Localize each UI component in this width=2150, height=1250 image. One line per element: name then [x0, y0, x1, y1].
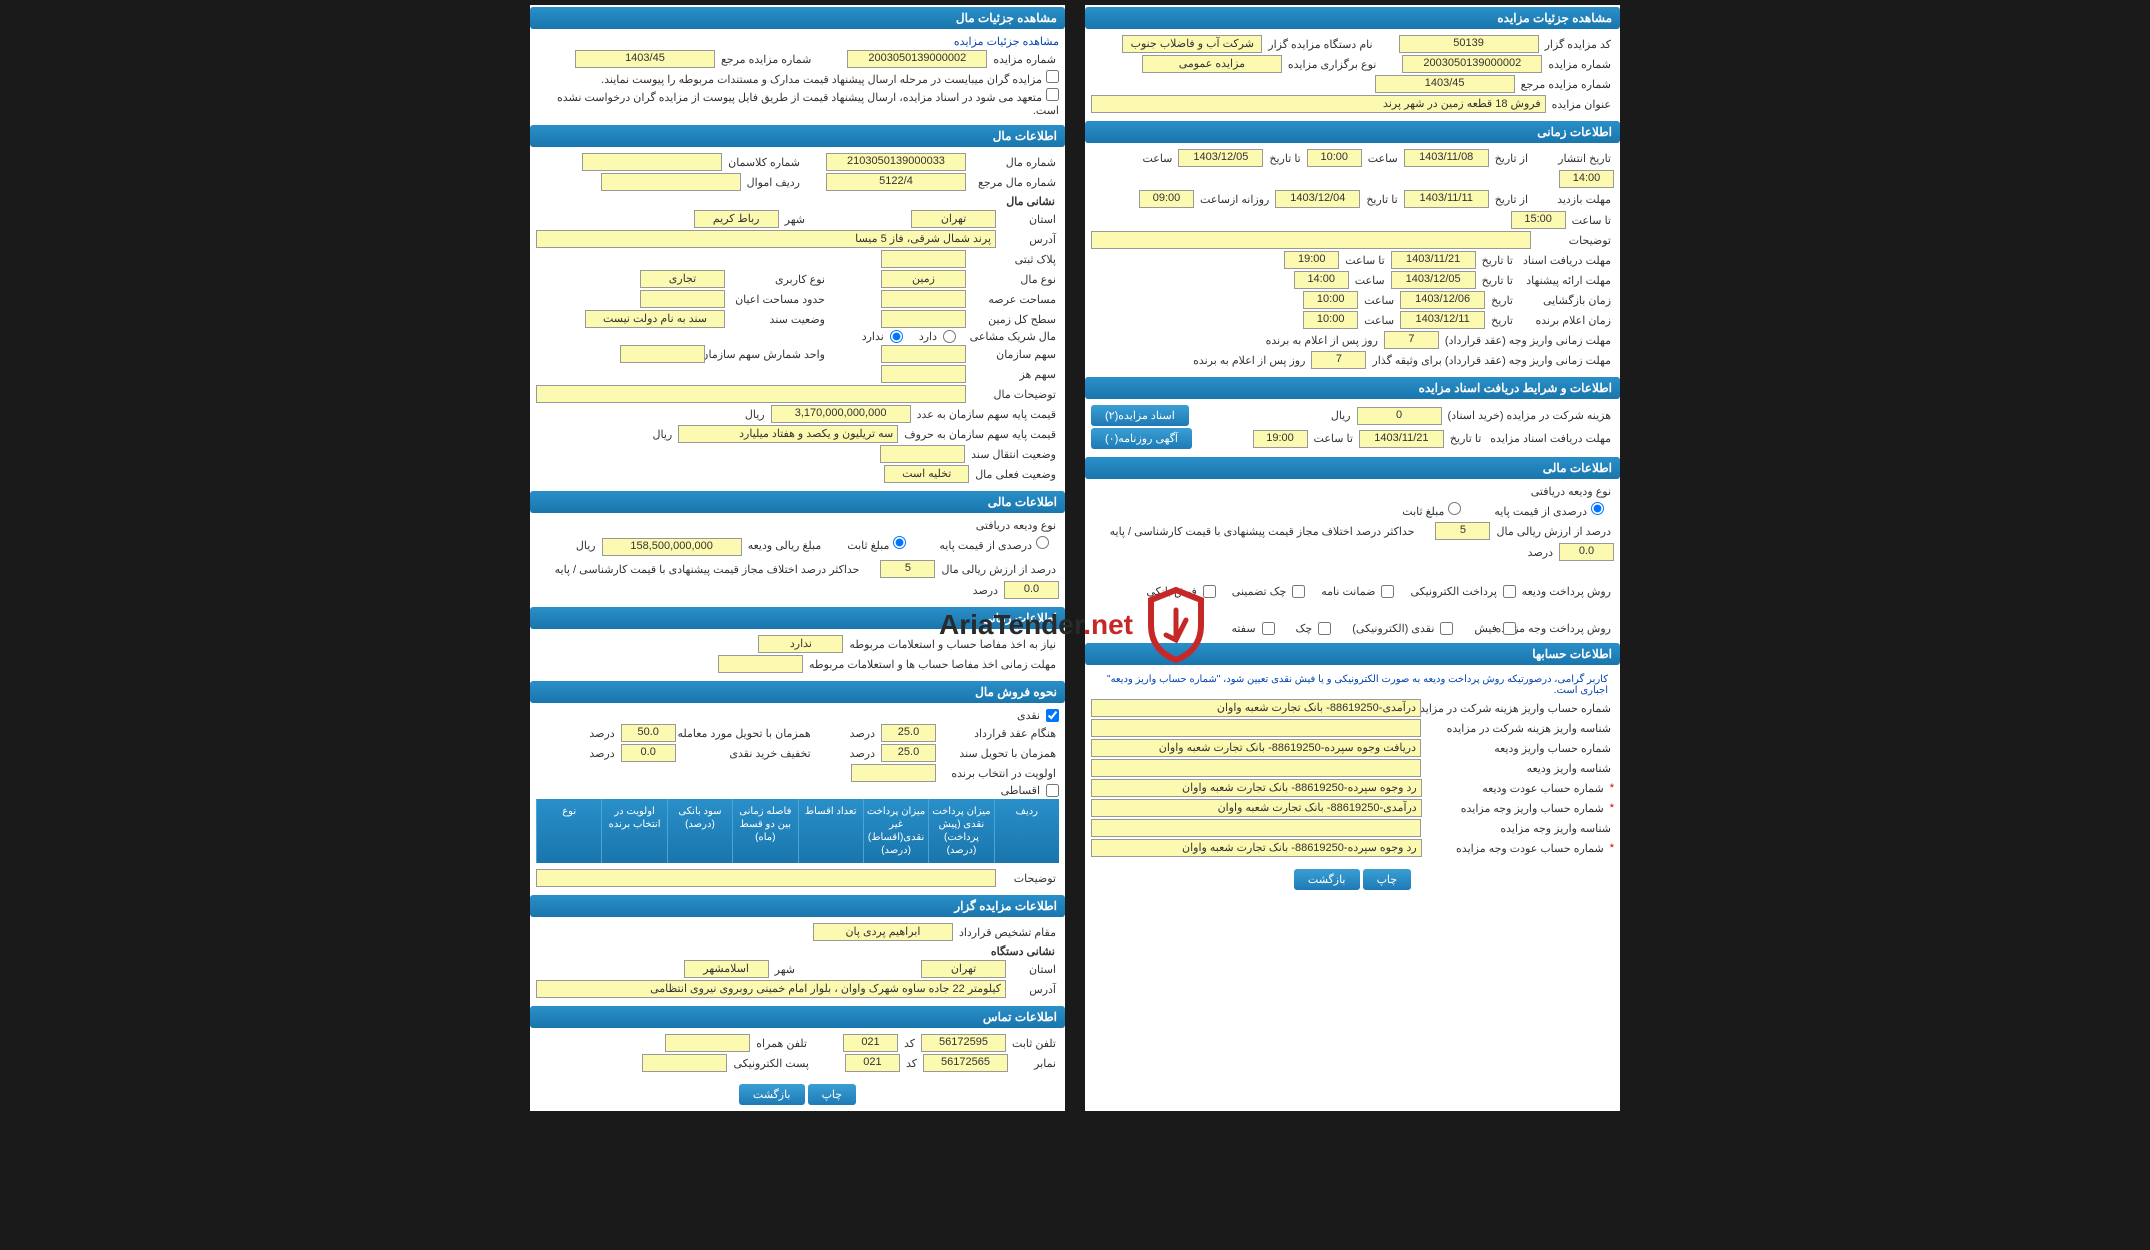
chk-bankcheck[interactable] — [1292, 585, 1305, 598]
field-auction-num: 2003050139000002 — [1402, 55, 1542, 73]
chk-cheque[interactable] — [1318, 622, 1331, 635]
field-org-name: شرکت آب و فاضلاب جنوب — [1122, 35, 1262, 53]
lbl-org-name: نام دستگاه مزایده گزار — [1265, 38, 1375, 51]
link-auction-details[interactable]: مشاهده جزئیات مزایده — [954, 35, 1059, 48]
lbl-auction-code: کد مزایده گزار — [1542, 38, 1614, 51]
radio-pct-base-r[interactable] — [1591, 502, 1604, 515]
header-time: اطلاعات زمانی — [1085, 121, 1620, 143]
right-pane: مشاهده جزئیات مزایده کد مزایده گزار 5013… — [1085, 5, 1620, 1111]
lbl-auction-num: شماره مزایده — [1545, 58, 1614, 71]
radio-fixed-r[interactable] — [1448, 502, 1461, 515]
lbl-ref-num: شماره مزایده مرجع — [1518, 78, 1614, 91]
header-financial-l: اطلاعات مالی — [530, 491, 1065, 513]
field-publish-t1: 10:00 — [1307, 149, 1362, 167]
chk-safteh[interactable] — [1262, 622, 1275, 635]
lbl-title: عنوان مزایده — [1549, 98, 1614, 111]
header-sale: نحوه فروش مال — [530, 681, 1065, 703]
field-publish-t2: 14:00 — [1559, 170, 1614, 188]
lbl-time-desc: توضیحات — [1534, 234, 1614, 247]
field-publish-d1: 1403/11/08 — [1404, 149, 1489, 167]
field-publish-d2: 1403/12/05 — [1178, 149, 1263, 167]
lbl-publish: تاریخ انتشار — [1534, 152, 1614, 165]
field-auction-type: مزایده عمومی — [1142, 55, 1282, 73]
radio-hasnot[interactable] — [890, 330, 903, 343]
field-auction-code: 50139 — [1399, 35, 1539, 53]
btn-print-l[interactable]: چاپ — [808, 1084, 857, 1105]
header-auction-details: مشاهده جزئیات مزایده — [1085, 7, 1620, 29]
lbl-visit: مهلت بازدید — [1534, 193, 1614, 206]
btn-print-r[interactable]: چاپ — [1363, 869, 1412, 890]
watermark-logo: AriaTender.net — [939, 585, 1211, 665]
radio-has[interactable] — [943, 330, 956, 343]
chk-elec[interactable] — [1503, 585, 1516, 598]
radio-pct-base-l[interactable] — [1036, 536, 1049, 549]
chk-cash-elec[interactable] — [1440, 622, 1453, 635]
header-financial-r: اطلاعات مالی — [1085, 457, 1620, 479]
field-title: فروش 18 قطعه زمین در شهر پرند — [1091, 95, 1546, 113]
chk-cash[interactable] — [1046, 709, 1059, 722]
chk-guarantee[interactable] — [1381, 585, 1394, 598]
accounts-note: کاربر گرامی، درصورتیکه روش پرداخت ودیعه … — [1091, 671, 1614, 699]
btn-back-r[interactable]: بازگشت — [1294, 869, 1360, 890]
logo-text: AriaTender.net — [939, 609, 1133, 641]
btn-back-l[interactable]: بازگشت — [739, 1084, 805, 1105]
left-pane: مشاهده جزئیات مال مشاهده جزئیات مزایده ش… — [530, 5, 1065, 1111]
header-org: اطلاعات مزایده گزار — [530, 895, 1065, 917]
field-ref-num: 1403/45 — [1375, 75, 1515, 93]
btn-auction-docs[interactable]: اسناد مزایده(۲) — [1091, 405, 1189, 426]
header-property: مشاهده جزئیات مال — [530, 7, 1065, 29]
installment-table-header: ردیف میزان پرداخت نقدی (پیش پرداخت) (درص… — [536, 799, 1059, 863]
btn-newspaper[interactable]: آگهی روزنامه(۰) — [1091, 428, 1192, 449]
chk-note2[interactable] — [1046, 88, 1059, 101]
chk-installment[interactable] — [1046, 784, 1059, 797]
shield-icon — [1141, 585, 1211, 665]
header-property-info: اطلاعات مال — [530, 125, 1065, 147]
chk-note1[interactable] — [1046, 70, 1059, 83]
lbl-auction-type: نوع برگزاری مزایده — [1285, 58, 1379, 71]
header-contact: اطلاعات تماس — [530, 1006, 1065, 1028]
radio-fixed-l[interactable] — [893, 536, 906, 549]
header-doc-receipt: اطلاعات و شرایط دریافت اسناد مزایده — [1085, 377, 1620, 399]
chk-slip[interactable] — [1503, 622, 1516, 635]
field-time-desc — [1091, 231, 1531, 249]
